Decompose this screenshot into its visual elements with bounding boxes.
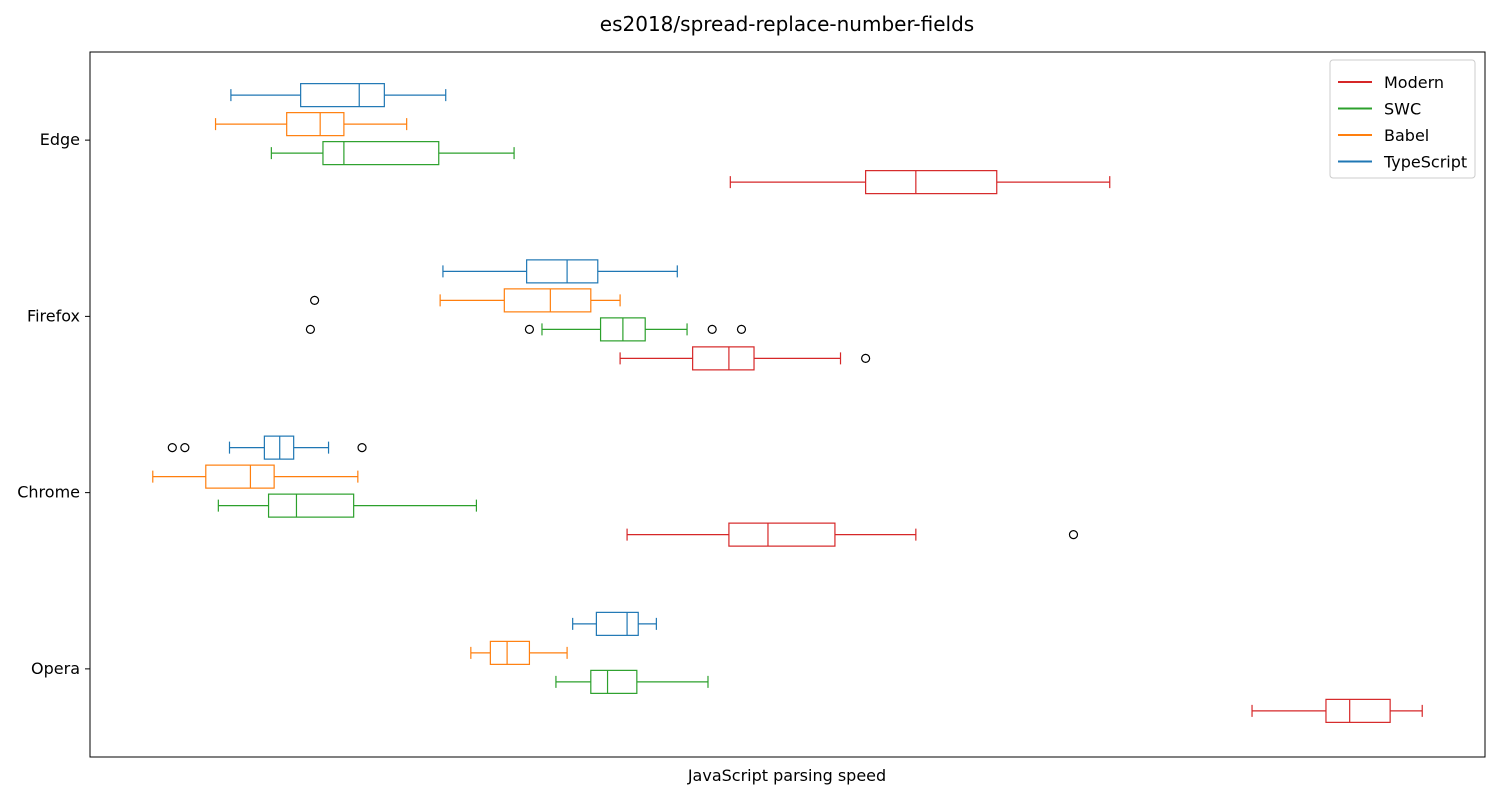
chart-title: es2018/spread-replace-number-fields xyxy=(600,12,974,36)
legend-item-typescript: TypeScript xyxy=(1338,153,1467,172)
y-tick-label-edge: Edge xyxy=(40,130,80,149)
box-iqr xyxy=(692,346,755,371)
box-iqr xyxy=(1325,698,1391,723)
box-iqr xyxy=(865,170,998,195)
box-iqr xyxy=(590,669,638,694)
outlier-point xyxy=(861,353,871,363)
outlier-point xyxy=(167,443,177,453)
box-swc-chrome xyxy=(217,493,478,518)
box-babel-firefox xyxy=(309,288,621,313)
box-iqr xyxy=(322,141,440,166)
legend-label: TypeScript xyxy=(1383,153,1467,172)
legend-item-babel: Babel xyxy=(1338,126,1429,145)
box-typescript-edge xyxy=(230,83,447,108)
box-typescript-opera xyxy=(572,611,657,636)
legend-item-swc: SWC xyxy=(1338,100,1421,119)
box-swc-firefox xyxy=(305,317,747,342)
box-babel-chrome xyxy=(152,464,359,489)
box-iqr xyxy=(267,493,355,518)
outlier-point xyxy=(180,443,190,453)
box-babel-opera xyxy=(470,640,568,665)
legend-item-modern: Modern xyxy=(1338,73,1444,92)
plot-frame xyxy=(89,51,1486,758)
outlier-point xyxy=(309,295,320,305)
outlier-point xyxy=(305,324,316,334)
legend-label: Babel xyxy=(1384,126,1429,145)
box-typescript-firefox xyxy=(442,259,678,284)
box-modern-edge xyxy=(729,170,1111,195)
outlier-point xyxy=(736,324,747,334)
box-swc-opera xyxy=(555,669,709,694)
box-modern-chrome xyxy=(626,522,1079,547)
legend-frame xyxy=(1329,59,1476,179)
outlier-point xyxy=(707,324,717,334)
outlier-point xyxy=(357,443,367,453)
box-modern-firefox xyxy=(619,346,871,371)
box-iqr xyxy=(489,640,531,665)
y-tick-label-firefox: Firefox xyxy=(27,306,80,325)
x-axis-label: JavaScript parsing speed xyxy=(687,766,886,785)
y-tick-label-opera: Opera xyxy=(31,659,80,678)
box-typescript-chrome xyxy=(167,435,367,460)
outlier-point xyxy=(1068,530,1079,540)
box-iqr xyxy=(205,464,275,489)
box-iqr xyxy=(286,112,345,137)
box-iqr xyxy=(526,259,599,284)
box-iqr xyxy=(263,435,295,460)
legend-label: Modern xyxy=(1384,73,1444,92)
box-iqr xyxy=(728,522,836,547)
box-iqr xyxy=(503,288,592,313)
y-tick-label-chrome: Chrome xyxy=(17,483,80,502)
plot-area: Edge Firefox Chrome Opera xyxy=(17,51,1486,758)
box-babel-edge xyxy=(214,112,408,137)
box-modern-opera xyxy=(1251,698,1423,723)
outlier-point xyxy=(524,324,535,334)
legend: Modern SWC Babel TypeScript xyxy=(1329,59,1476,179)
box-swc-edge xyxy=(270,141,515,166)
box-iqr xyxy=(300,83,385,108)
legend-label: SWC xyxy=(1384,100,1421,119)
box-iqr xyxy=(595,611,639,636)
